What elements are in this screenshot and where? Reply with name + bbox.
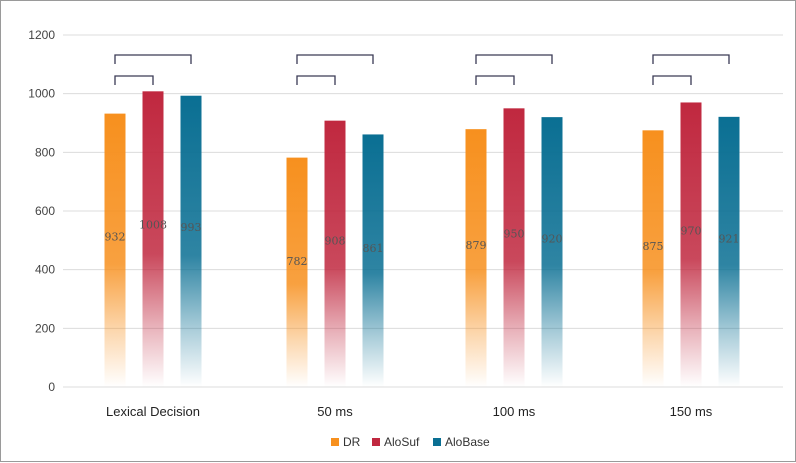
legend-item-dr: DR — [331, 435, 361, 449]
data-label: 879 — [466, 239, 487, 252]
significance-brackets — [114, 54, 730, 85]
data-labels: 932 1008 993 782 908 861 879 950 920 875 970 921 — [105, 218, 740, 267]
bar-alosuf-3 — [680, 102, 702, 387]
data-label: 993 — [181, 221, 202, 234]
significance-bracket — [296, 75, 336, 85]
significance-bracket — [652, 75, 692, 85]
legend: DR AloSuf AloBase — [331, 435, 490, 449]
significance-bracket — [652, 54, 730, 64]
significance-bracket — [475, 54, 553, 64]
y-tick-label: 800 — [35, 145, 55, 159]
x-category-label: 150 ms — [670, 404, 713, 419]
x-category-label: Lexical Decision — [106, 404, 200, 419]
bar-dr-2 — [465, 129, 487, 387]
significance-bracket — [475, 75, 515, 85]
y-axis-ticks: 0 200 400 600 800 1000 1200 — [28, 28, 55, 394]
data-label: 861 — [363, 242, 384, 255]
x-category-label: 50 ms — [317, 404, 353, 419]
x-category-label: 100 ms — [493, 404, 536, 419]
data-label: 970 — [681, 225, 702, 238]
bar-alobase-2 — [541, 117, 563, 387]
y-tick-label: 200 — [35, 321, 55, 335]
data-label: 921 — [719, 232, 740, 245]
bars — [104, 91, 740, 388]
y-tick-label: 400 — [35, 263, 55, 277]
data-label: 875 — [643, 240, 664, 253]
data-label: 920 — [542, 233, 563, 246]
bar-alobase-3 — [718, 116, 740, 387]
data-label: 782 — [287, 255, 308, 268]
data-label: 950 — [504, 228, 525, 241]
legend-swatch — [331, 438, 339, 446]
bar-alobase-1 — [362, 134, 384, 387]
bar-alobase-0 — [180, 95, 202, 387]
bar-dr-1 — [286, 157, 308, 387]
y-tick-label: 1200 — [28, 28, 55, 42]
bar-alosuf-1 — [324, 120, 346, 388]
significance-bracket — [114, 54, 192, 64]
bar-dr-0 — [104, 113, 126, 387]
y-tick-label: 1000 — [28, 87, 55, 101]
data-label: 932 — [105, 231, 126, 244]
x-axis-categories: Lexical Decision 50 ms 100 ms 150 ms — [106, 404, 713, 419]
bar-dr-3 — [642, 130, 664, 388]
legend-swatch — [372, 438, 380, 446]
legend-swatch — [433, 438, 441, 446]
data-label: 908 — [325, 235, 346, 248]
legend-label: DR — [343, 435, 361, 449]
bar-alosuf-0 — [142, 91, 164, 387]
legend-item-alobase: AloBase — [433, 435, 490, 449]
y-tick-label: 0 — [48, 380, 55, 394]
gridlines — [63, 34, 783, 388]
legend-label: AloSuf — [384, 435, 420, 449]
data-label: 1008 — [139, 218, 167, 231]
bar-alosuf-2 — [503, 108, 525, 387]
y-tick-label: 600 — [35, 204, 55, 218]
significance-bracket — [114, 75, 154, 85]
significance-bracket — [296, 54, 374, 64]
legend-label: AloBase — [445, 435, 490, 449]
legend-item-alosuf: AloSuf — [372, 435, 420, 449]
